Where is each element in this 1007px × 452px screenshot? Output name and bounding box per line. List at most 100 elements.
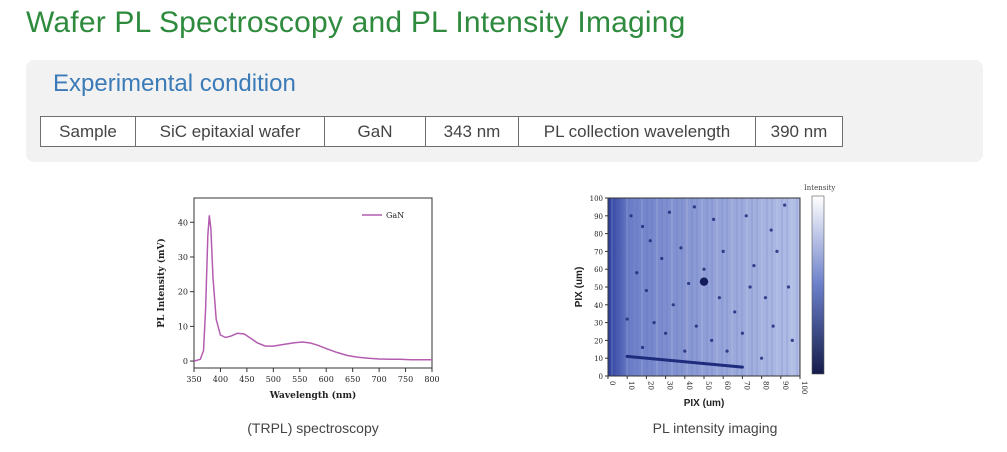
- y-tick-label: 50: [594, 284, 603, 292]
- spectrum-figure: 350 400 450 500 550 600 650 700 750 800 0 10 20 30 40 W…: [150, 186, 450, 412]
- map-spot: [694, 324, 698, 328]
- x-tick-label: 400: [213, 375, 228, 384]
- page-title: Wafer PL Spectroscopy and PL Intensity I…: [26, 6, 686, 39]
- x-tick-label: 650: [345, 375, 360, 384]
- map-spot: [625, 317, 629, 321]
- map-spot: [683, 349, 687, 353]
- x-tick-label: 450: [239, 375, 254, 384]
- map-spot: [740, 331, 744, 335]
- x-tick-label: 60: [723, 381, 731, 390]
- x-tick-label: 20: [646, 381, 654, 390]
- table-cell: 390 nm: [755, 116, 843, 147]
- x-tick-label: 0: [608, 381, 616, 385]
- table-cell: PL collection wavelength: [518, 116, 756, 147]
- map-spot: [775, 249, 779, 253]
- map-spot: [629, 214, 633, 218]
- map-spot: [640, 345, 645, 350]
- map-spot: [679, 246, 683, 250]
- x-tick-label: 600: [319, 375, 334, 384]
- map-spot: [783, 203, 787, 207]
- x-tick-label: 800: [424, 375, 439, 384]
- intensity-map-figure: 0 10 20 30 40 50 60 70 80 90 100 0 10 20 30 40 50 60 70 80 9…: [570, 180, 860, 412]
- x-tick-label: 40: [685, 381, 693, 390]
- map-scratch-line: [625, 354, 744, 369]
- map-spot: [786, 285, 791, 289]
- colorbar: [811, 195, 825, 375]
- map-spot: [771, 324, 775, 328]
- map-spot: [640, 224, 645, 229]
- map-spot: [664, 331, 668, 335]
- panel-title: Experimental condition: [53, 70, 296, 97]
- map-spot: [648, 239, 652, 243]
- map-spot: [635, 271, 639, 275]
- map-spot: [733, 310, 737, 314]
- x-tick-label: 50: [704, 381, 712, 390]
- legend-label: GaN: [386, 211, 404, 220]
- y-tick-label: 20: [594, 337, 603, 345]
- colorbar-label: Intensity: [804, 184, 835, 192]
- map-spot: [660, 256, 664, 261]
- plot-frame: [193, 197, 433, 369]
- x-tick-label: 500: [266, 375, 281, 384]
- intensity-map: [608, 198, 800, 376]
- map-spot: [692, 205, 696, 209]
- map-spot: [752, 264, 756, 268]
- intensity-map-chart: 0 10 20 30 40 50 60 70 80 90 100 0 10 20 30 40 50 60 70 80 9…: [574, 184, 835, 409]
- y-tick-label: 0: [183, 357, 188, 366]
- y-tick-label: 40: [594, 302, 603, 310]
- figure-caption: PL intensity imaging: [652, 420, 778, 436]
- map-spot: [667, 210, 672, 214]
- map-spot: [721, 249, 725, 253]
- x-tick-label: 80: [762, 381, 770, 390]
- y-tick-label: 80: [594, 231, 603, 239]
- y-axis-label: PL Intensity (mV): [156, 238, 167, 327]
- x-tick-label: 350: [186, 375, 201, 384]
- y-axis-label: PIX (um): [574, 267, 585, 308]
- experimental-condition-panel: Experimental condition Sample SiC epitax…: [26, 60, 983, 162]
- x-axis-label: Wavelength (nm): [269, 390, 357, 401]
- y-tick-label: 10: [594, 355, 603, 363]
- y-tick-label: 60: [594, 266, 603, 274]
- figure-caption: (TRPL) spectroscopy: [247, 420, 379, 436]
- condition-table: Sample SiC epitaxial wafer GaN 343 nm PL…: [40, 116, 843, 147]
- map-spot: [702, 267, 706, 271]
- y-tick-label: 10: [178, 322, 188, 331]
- y-tick-label: 100: [590, 195, 603, 203]
- series-line-gan: [193, 215, 432, 362]
- map-spot: [644, 288, 648, 293]
- table-cell: GaN: [324, 116, 426, 147]
- y-tick-label: 70: [594, 248, 603, 256]
- x-axis-label: PIX (um): [684, 398, 725, 409]
- x-tick-label: 10: [627, 381, 635, 390]
- table-row: Sample SiC epitaxial wafer GaN 343 nm PL…: [40, 116, 843, 147]
- map-spot: [710, 338, 714, 342]
- table-cell: Sample: [40, 116, 136, 147]
- y-tick-label: 0: [599, 373, 603, 381]
- map-spot: [671, 303, 675, 307]
- x-tick-label: 750: [398, 375, 413, 384]
- x-tick-label: 90: [781, 381, 789, 390]
- y-tick-label: 30: [178, 253, 188, 262]
- map-spot: [652, 321, 656, 325]
- map-spot: [760, 356, 764, 360]
- x-tick-label: 100: [800, 381, 808, 394]
- x-tick-label: 550: [292, 375, 307, 384]
- map-spot: [748, 285, 752, 289]
- y-tick-label: 40: [178, 218, 188, 227]
- table-cell: 343 nm: [425, 116, 519, 147]
- map-large-spot: [699, 277, 709, 286]
- map-spot: [790, 338, 794, 342]
- map-spot: [687, 281, 691, 286]
- map-spot: [763, 296, 768, 300]
- map-spot: [717, 296, 721, 300]
- x-tick-label: 30: [666, 381, 674, 390]
- table-cell: SiC epitaxial wafer: [135, 116, 325, 147]
- y-tick-label: 20: [178, 288, 188, 297]
- x-tick-label: 70: [742, 381, 750, 390]
- map-spot: [712, 217, 716, 221]
- map-spot: [769, 228, 773, 232]
- y-tick-label: 90: [594, 213, 603, 221]
- map-spot: [744, 214, 748, 218]
- spectrum-chart: 350 400 450 500 550 600 650 700 750 800 0 10 20 30 40 W…: [156, 197, 440, 401]
- x-tick-label: 700: [371, 375, 386, 384]
